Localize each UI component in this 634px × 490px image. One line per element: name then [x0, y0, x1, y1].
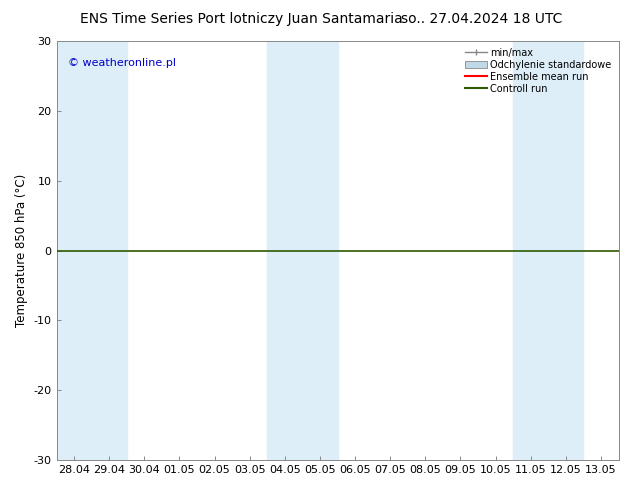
Y-axis label: Temperature 850 hPa (°C): Temperature 850 hPa (°C) — [15, 174, 28, 327]
Text: ENS Time Series Port lotniczy Juan Santamaria: ENS Time Series Port lotniczy Juan Santa… — [79, 12, 403, 26]
Bar — [513, 41, 583, 460]
Bar — [56, 41, 127, 460]
Bar — [268, 41, 337, 460]
Text: so.. 27.04.2024 18 UTC: so.. 27.04.2024 18 UTC — [401, 12, 562, 26]
Legend: min/max, Odchylenie standardowe, Ensemble mean run, Controll run: min/max, Odchylenie standardowe, Ensembl… — [463, 46, 614, 96]
Text: © weatheronline.pl: © weatheronline.pl — [68, 58, 176, 68]
